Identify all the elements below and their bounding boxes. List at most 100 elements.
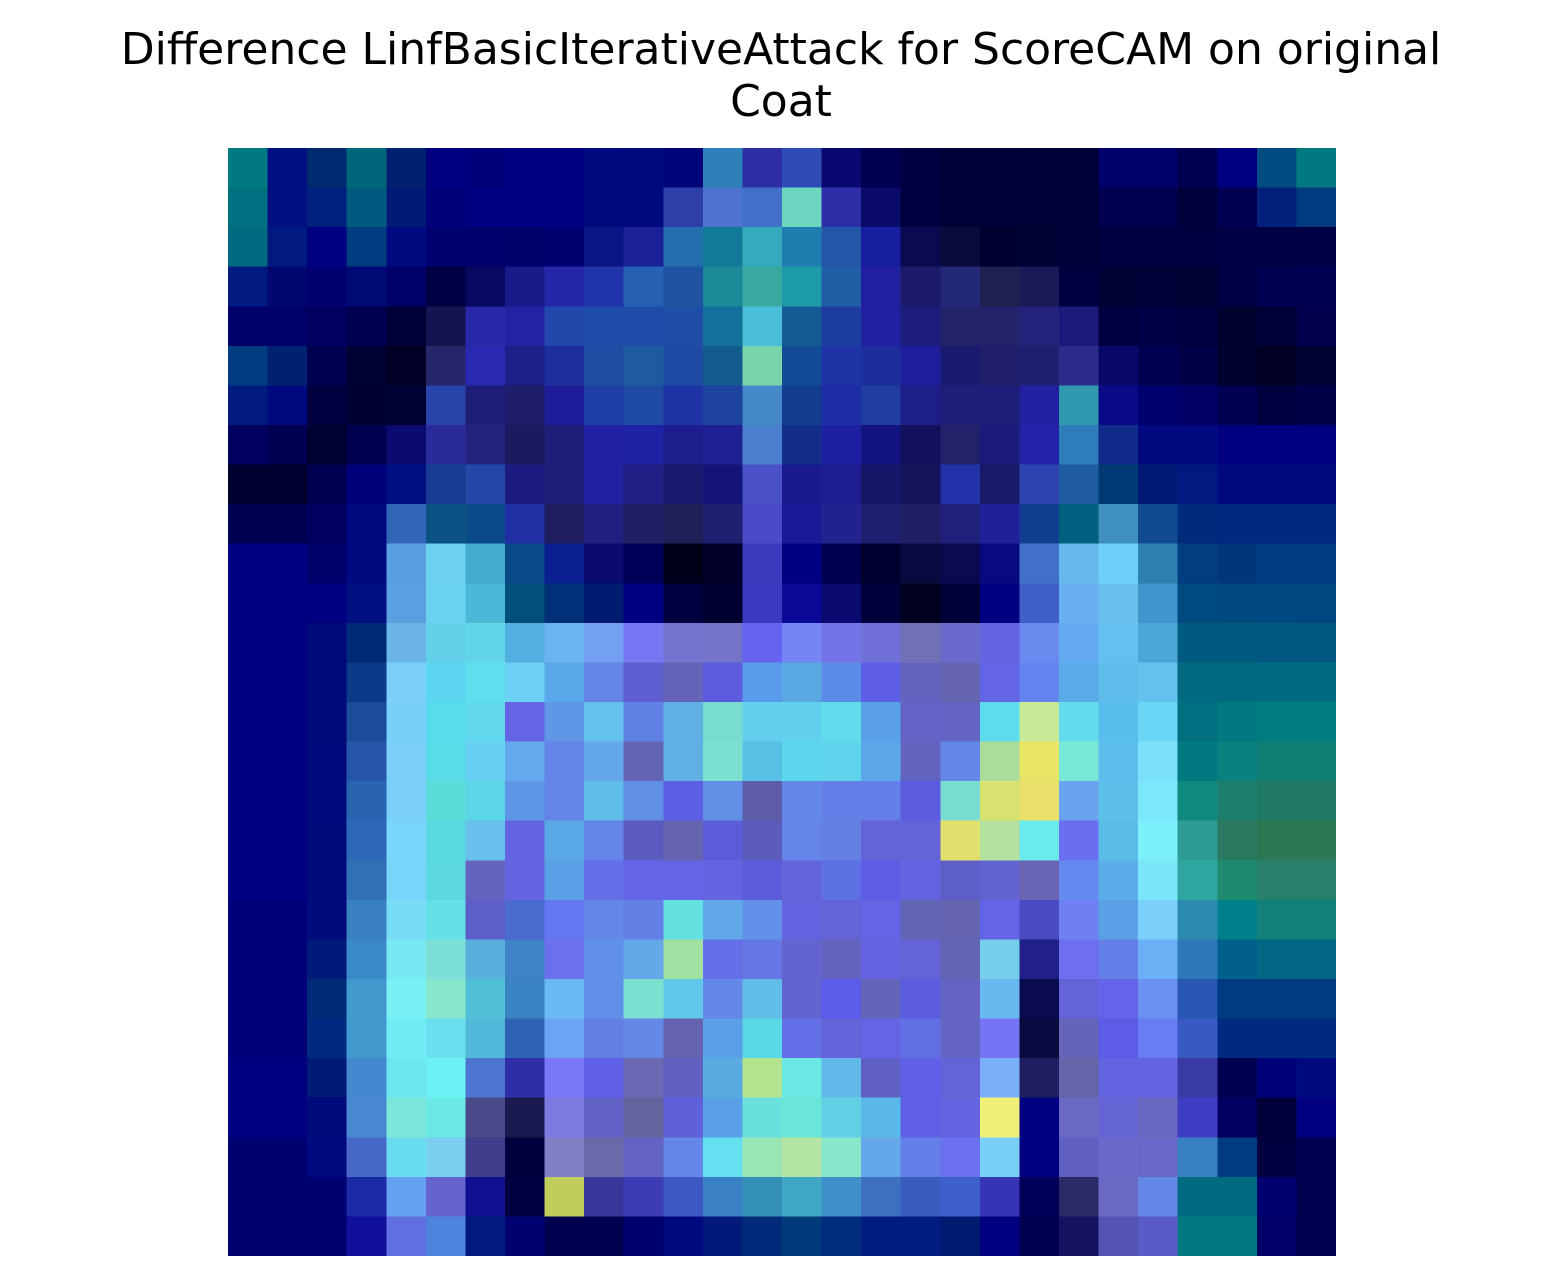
heatmap-cell [544,939,585,980]
heatmap-cell [940,187,981,228]
heatmap-cell [346,227,388,268]
heatmap-cell [1059,425,1100,466]
heatmap-cell [1177,899,1219,941]
heatmap-cell [782,187,823,228]
heatmap-cell [979,1018,1021,1059]
heatmap-cell [900,464,942,505]
heatmap-cell [386,1216,427,1256]
heatmap-cell [1138,583,1179,624]
heatmap-cell [821,1216,862,1256]
heatmap-cell [584,425,625,466]
heatmap-cell [702,820,744,862]
heatmap-cell [979,583,1021,624]
heatmap-cell [1177,1097,1219,1139]
heatmap-cell [1217,702,1258,743]
heatmap-cell [979,979,1021,1020]
heatmap-cell [584,306,625,347]
heatmap-cell [465,741,506,782]
heatmap-cell [307,781,348,822]
heatmap-cell [1177,1058,1219,1099]
heatmap-cell [742,860,783,901]
heatmap-cell [702,583,744,624]
heatmap-cell [979,939,1021,980]
heatmap-cell [979,543,1021,585]
heatmap-cell [228,1137,269,1178]
heatmap-cell [1019,1018,1060,1059]
heatmap-cell [702,266,744,308]
heatmap-cell [663,741,704,782]
heatmap-cell [1138,1176,1179,1218]
heatmap-cell [505,1176,546,1218]
heatmap-cell [346,1176,388,1218]
heatmap-cell [979,345,1021,387]
heatmap-cell [861,425,902,466]
heatmap-cell [702,385,744,426]
heatmap-cell [228,504,269,545]
heatmap-cell [1296,820,1336,862]
heatmap-cell [267,504,308,545]
heatmap-cell [702,939,744,980]
heatmap-cell [1296,345,1336,387]
heatmap-cell [228,781,269,822]
heatmap-cell [940,1018,981,1059]
heatmap-cell [1296,899,1336,941]
heatmap-cell [1059,820,1100,862]
heatmap-cell [346,345,388,387]
heatmap-cell [702,860,744,901]
heatmap-cell [861,860,902,901]
heatmap-cell [584,1097,625,1139]
heatmap-cell [228,1058,269,1099]
heatmap-cell [1256,266,1298,308]
heatmap-cell [1256,1058,1298,1099]
heatmap-cell [742,187,783,228]
heatmap-cell [663,1097,704,1139]
heatmap-cell [1256,781,1298,822]
heatmap-cell [702,148,744,189]
heatmap-cell [940,662,981,703]
heatmap-cell [267,979,308,1020]
heatmap-cell [1296,148,1336,189]
heatmap-cell [979,1058,1021,1099]
heatmap-cell [782,385,823,426]
heatmap-cell [386,899,427,941]
heatmap-cell [584,1176,625,1218]
heatmap-cell [940,781,981,822]
heatmap-cell [1098,583,1139,624]
heatmap-cell [663,1137,704,1178]
heatmap-cell [742,385,783,426]
heatmap-cell [307,345,348,387]
heatmap-cell [584,741,625,782]
heatmap-cell [663,1018,704,1059]
heatmap-cell [346,741,388,782]
heatmap-cell [900,979,942,1020]
heatmap-cell [702,425,744,466]
heatmap-cell [1177,148,1219,189]
heatmap-cell [623,979,665,1020]
heatmap-cell [1138,820,1179,862]
heatmap-cell [1296,425,1336,466]
heatmap-cell [623,187,665,228]
heatmap-cell [663,820,704,862]
heatmap-cell [821,662,862,703]
heatmap-cell [782,504,823,545]
heatmap-cell [861,1176,902,1218]
heatmap-cell [623,1018,665,1059]
heatmap-cell [702,187,744,228]
heatmap-cell [465,1137,506,1178]
heatmap-cell [1098,1097,1139,1139]
heatmap-cell [307,702,348,743]
heatmap-cell [1256,464,1298,505]
heatmap-cell [1138,860,1179,901]
heatmap-cell [1059,899,1100,941]
heatmap-cell [940,939,981,980]
heatmap-cell [1059,781,1100,822]
heatmap-cell [1098,820,1139,862]
heatmap-cell [386,345,427,387]
heatmap-cell [821,543,862,585]
heatmap-cell [1217,1137,1258,1178]
heatmap-cell [1098,939,1139,980]
heatmap-cell [1098,266,1139,308]
heatmap-cell [861,583,902,624]
heatmap-cell [1019,464,1060,505]
heatmap-cell [1256,860,1298,901]
